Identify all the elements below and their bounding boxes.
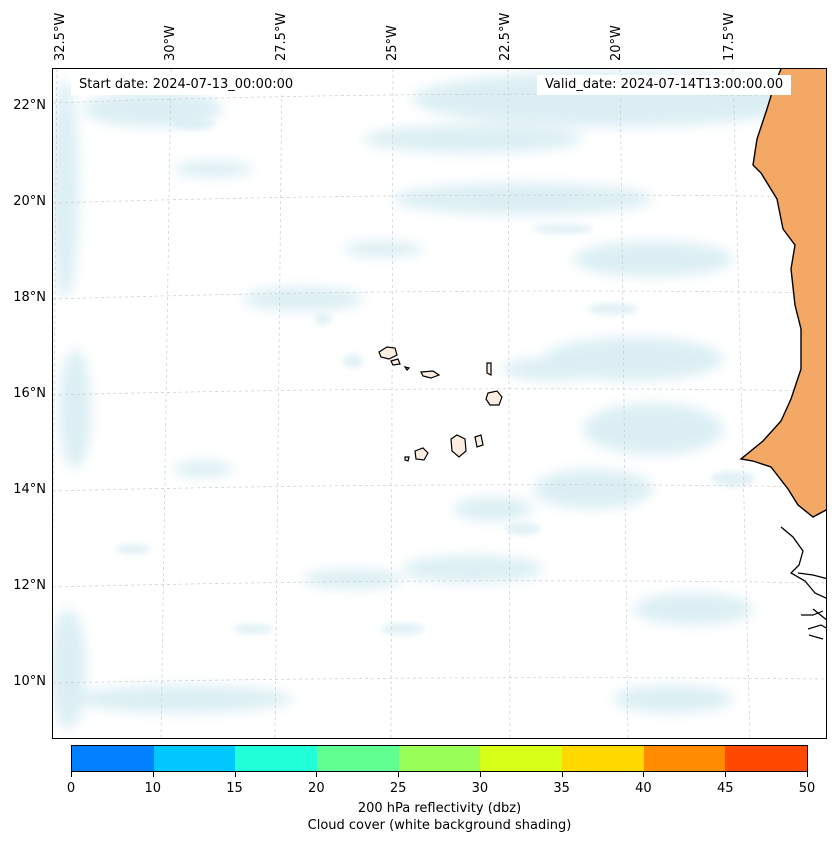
lat-label-18n: 18°N	[13, 290, 46, 305]
colorbar-tick-label: 45	[716, 781, 734, 796]
start-date-label: Start date: 2024-07-13_00:00:00	[71, 75, 302, 95]
lat-label-14n: 14°N	[13, 482, 46, 497]
cloud-cover-shading	[53, 71, 813, 729]
island-boa-vista	[485, 390, 503, 406]
island-santa-luzia	[403, 366, 411, 371]
lat-label-16n: 16°N	[13, 386, 46, 401]
colorbar-segment	[725, 746, 808, 771]
colorbar-tick	[152, 772, 154, 777]
colorbar-tick-label: 20	[308, 781, 325, 796]
colorbar-tick	[234, 772, 236, 777]
colorbar-tick	[479, 772, 481, 777]
colorbar-segment	[153, 746, 236, 771]
island-fogo	[414, 447, 429, 461]
colorbar-tick-label: 50	[798, 781, 816, 796]
valid-date-label: Valid_date: 2024-07-14T13:00:00.00	[537, 75, 792, 95]
colorbar-segment	[235, 746, 318, 771]
island-maio	[474, 434, 484, 448]
colorbar-segment	[643, 746, 726, 771]
africa-coast	[739, 69, 826, 640]
lon-label-32-5w: 32.5°W	[53, 12, 68, 61]
graticule	[53, 69, 826, 738]
map-panel[interactable]	[52, 68, 827, 739]
colorbar-tick-label: 40	[635, 781, 652, 796]
colorbar-segment	[480, 746, 563, 771]
colorbar-segment	[398, 746, 481, 771]
island-santiago	[450, 434, 467, 458]
map-canvas	[53, 69, 826, 738]
lon-label-20w: 20°W	[609, 25, 624, 61]
colorbar-segment	[317, 746, 399, 771]
lat-label-22n: 22°N	[13, 98, 46, 113]
colorbar-tick	[398, 772, 400, 777]
colorbar-tick	[807, 772, 808, 777]
colorbar-tick-label: 15	[226, 781, 243, 796]
colorbar-subtitle: Cloud cover (white background shading)	[307, 818, 572, 833]
colorbar-tick	[561, 772, 563, 777]
cloud-cover-patches	[115, 118, 755, 635]
colorbar-tick-label: 30	[471, 781, 489, 796]
lon-label-22-5w: 22.5°W	[498, 12, 513, 61]
colorbar-tick-label: 25	[389, 781, 407, 796]
cape-verde-islands	[378, 346, 503, 462]
lat-label-10n: 10°N	[13, 674, 46, 689]
colorbar-tick	[643, 772, 645, 777]
island-brava	[404, 456, 410, 462]
colorbar-tick	[316, 772, 318, 777]
colorbar-tick-label: 10	[144, 781, 162, 796]
colorbar-segment	[562, 746, 644, 771]
lon-label-30w: 30°W	[163, 25, 178, 61]
colorbar-tick-label: 35	[553, 781, 570, 796]
colorbar-segment	[72, 746, 154, 771]
island-sao-vicente	[390, 358, 401, 366]
colorbar-title: 200 hPa reflectivity (dbz)	[357, 801, 522, 816]
colorbar-tick	[71, 772, 72, 777]
colorbar-tick	[725, 772, 727, 777]
island-sao-nicolau	[420, 370, 441, 379]
lon-label-27-5w: 27.5°W	[274, 12, 289, 61]
island-santo-antao	[378, 346, 398, 360]
lat-label-12n: 12°N	[13, 578, 46, 593]
lon-label-17-5w: 17.5°W	[722, 12, 737, 61]
island-sal	[486, 362, 492, 376]
colorbar-tick-label: 0	[66, 781, 76, 796]
colorbar	[71, 745, 808, 772]
lat-label-20n: 20°N	[13, 194, 46, 209]
lon-label-25w: 25°W	[385, 25, 400, 61]
